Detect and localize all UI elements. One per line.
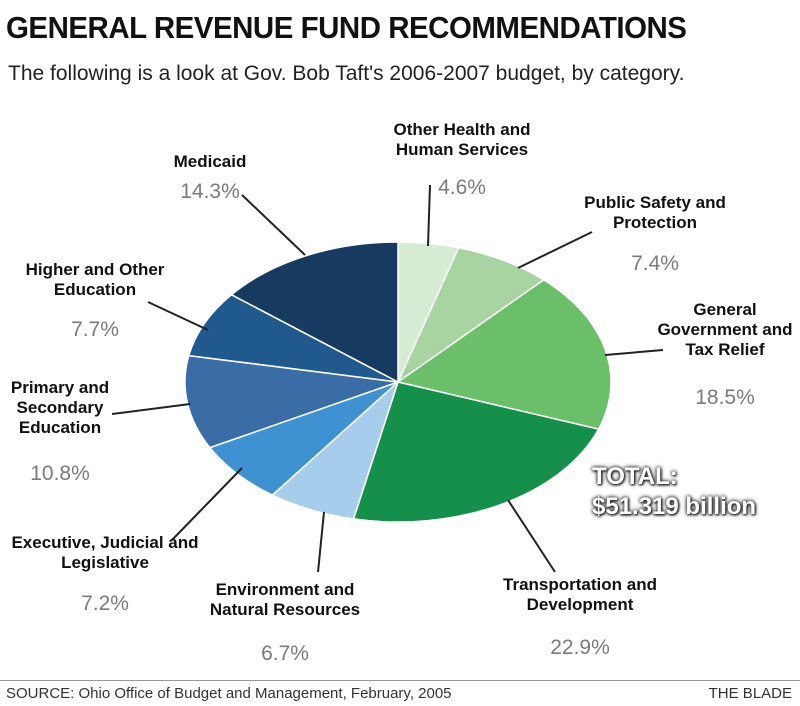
slice-label: Public Safety and Protection [584, 193, 726, 232]
leader-line [147, 301, 209, 331]
total-annotation: TOTAL: $51.319 billion [592, 462, 756, 522]
leader-line [111, 403, 191, 415]
pie-slice [230, 241, 399, 384]
value-label: 7.7% [71, 318, 119, 341]
leader-line [317, 511, 325, 573]
footer: SOURCE: Ohio Office of Budget and Manage… [0, 680, 800, 706]
pie-slice [396, 278, 612, 431]
value-label: 10.8% [30, 462, 90, 485]
slice-label: General Government and Tax Relief [657, 300, 793, 359]
leader-line [241, 194, 306, 256]
leader-lines [111, 184, 664, 573]
slice-label: Primary and Secondary Education [10, 378, 110, 437]
slice-label: Executive, Judicial and Legislative [11, 533, 199, 572]
leader-line [507, 499, 556, 573]
pie-slice [187, 293, 399, 383]
credit: THE BLADE [708, 685, 792, 702]
total-value: $51.319 billion [592, 493, 757, 520]
value-label: 7.4% [631, 252, 679, 275]
value-label: 14.3% [180, 180, 240, 203]
leader-line [517, 231, 593, 269]
slice-label: Transportation and Development [503, 575, 657, 614]
slice-label: Medicaid [173, 152, 247, 171]
leader-line [171, 467, 243, 541]
chart-title: GENERAL REVENUE FUND RECOMMENDATIONS [6, 10, 687, 45]
source: SOURCE: Ohio Office of Budget and Manage… [6, 685, 452, 702]
total-label: TOTAL: [592, 463, 678, 490]
value-label: 4.6% [438, 176, 486, 199]
pie-slice [184, 354, 399, 449]
slice-label: Other Health and Human Services [393, 120, 531, 159]
leader-line [604, 349, 664, 356]
value-label: 6.7% [261, 642, 309, 665]
value-label: 22.9% [550, 636, 610, 659]
value-label: 18.5% [695, 386, 755, 409]
value-label: 7.2% [81, 592, 129, 615]
slice-label: Higher and Other Education [25, 260, 165, 299]
pie-slice [396, 246, 546, 385]
slice-label: Environment and Natural Resources [209, 580, 361, 619]
pie-slice [352, 381, 600, 523]
leader-line [427, 184, 431, 247]
chart-subtitle: The following is a look at Gov. Bob Taft… [8, 62, 685, 85]
